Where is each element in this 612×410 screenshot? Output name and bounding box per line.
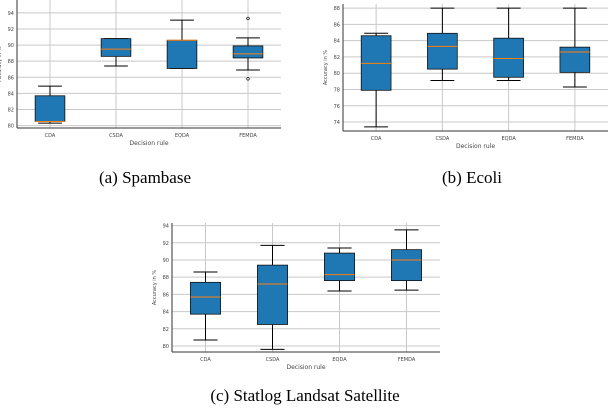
y-tick-label: 82: [334, 55, 340, 61]
y-tick-label: 88: [334, 6, 340, 12]
x-tick-label: EQDA: [175, 133, 190, 139]
y-tick-label: 82: [163, 327, 169, 333]
y-tick-label: 90: [8, 43, 14, 49]
x-tick-label: FEMDA: [398, 357, 416, 363]
y-tick-label: 88: [163, 275, 169, 281]
box-femda: [559, 46, 591, 73]
box-csda: [257, 264, 288, 325]
y-tick-label: 84: [8, 91, 14, 97]
y-tick-label: 80: [163, 344, 169, 350]
box-csda: [100, 38, 132, 57]
x-tick-label: CSDA: [266, 357, 280, 363]
box-cda: [190, 281, 221, 315]
x-axis-label: Decision rule: [286, 364, 325, 371]
y-tick-label: 90: [163, 258, 169, 264]
y-tick-label: 74: [334, 120, 340, 126]
box-femda: [232, 45, 264, 59]
box-csda: [427, 32, 458, 70]
y-tick-label: 92: [163, 241, 169, 247]
outlier-point: [246, 77, 250, 81]
box-femda: [391, 249, 422, 282]
outlier-point: [246, 16, 250, 21]
x-axis-label: Decision rule: [456, 143, 495, 150]
y-tick-label: 88: [8, 59, 14, 65]
x-tick-label: FEMDA: [239, 133, 257, 139]
x-tick-label: EQDA: [501, 136, 516, 142]
box-eqda: [166, 39, 198, 69]
x-axis-label: Decision rule: [129, 140, 168, 147]
y-tick-label: 92: [8, 27, 14, 33]
y-tick-label: 80: [8, 124, 14, 130]
y-tick-label: 84: [163, 310, 169, 316]
x-tick-label: CDA: [371, 136, 382, 142]
x-tick-label: CDA: [45, 133, 56, 139]
caption-ecoli: (b) Ecoli: [442, 168, 502, 187]
box-eqda: [324, 252, 355, 282]
y-axis-label: Accuracy in %: [323, 50, 329, 86]
caption-spambase: (a) Spambase: [98, 168, 192, 187]
y-tick-label: 84: [334, 39, 340, 45]
x-tick-label: CSDA: [109, 133, 123, 139]
y-axis-label: Accuracy in %: [152, 270, 158, 306]
x-tick-label: FEMDA: [566, 136, 584, 142]
y-tick-label: 86: [163, 292, 169, 298]
caption-statlog: (c) Statlog Landsat Satellite: [210, 386, 400, 405]
y-tick-label: 94: [163, 224, 169, 230]
y-tick-label: 80: [334, 71, 340, 77]
y-tick-label: 94: [8, 11, 14, 17]
y-tick-label: 86: [334, 22, 340, 28]
y-tick-label: 76: [334, 104, 340, 110]
x-tick-label: CDA: [200, 357, 211, 363]
box-cda: [34, 95, 66, 122]
x-tick-label: EQDA: [332, 357, 347, 363]
x-tick-label: CSDA: [435, 136, 449, 142]
y-tick-label: 86: [8, 75, 14, 81]
y-tick-label: 78: [334, 87, 340, 93]
box-eqda: [493, 37, 524, 78]
y-axis-label: Accuracy in %: [0, 46, 3, 82]
y-tick-label: 82: [8, 107, 14, 113]
